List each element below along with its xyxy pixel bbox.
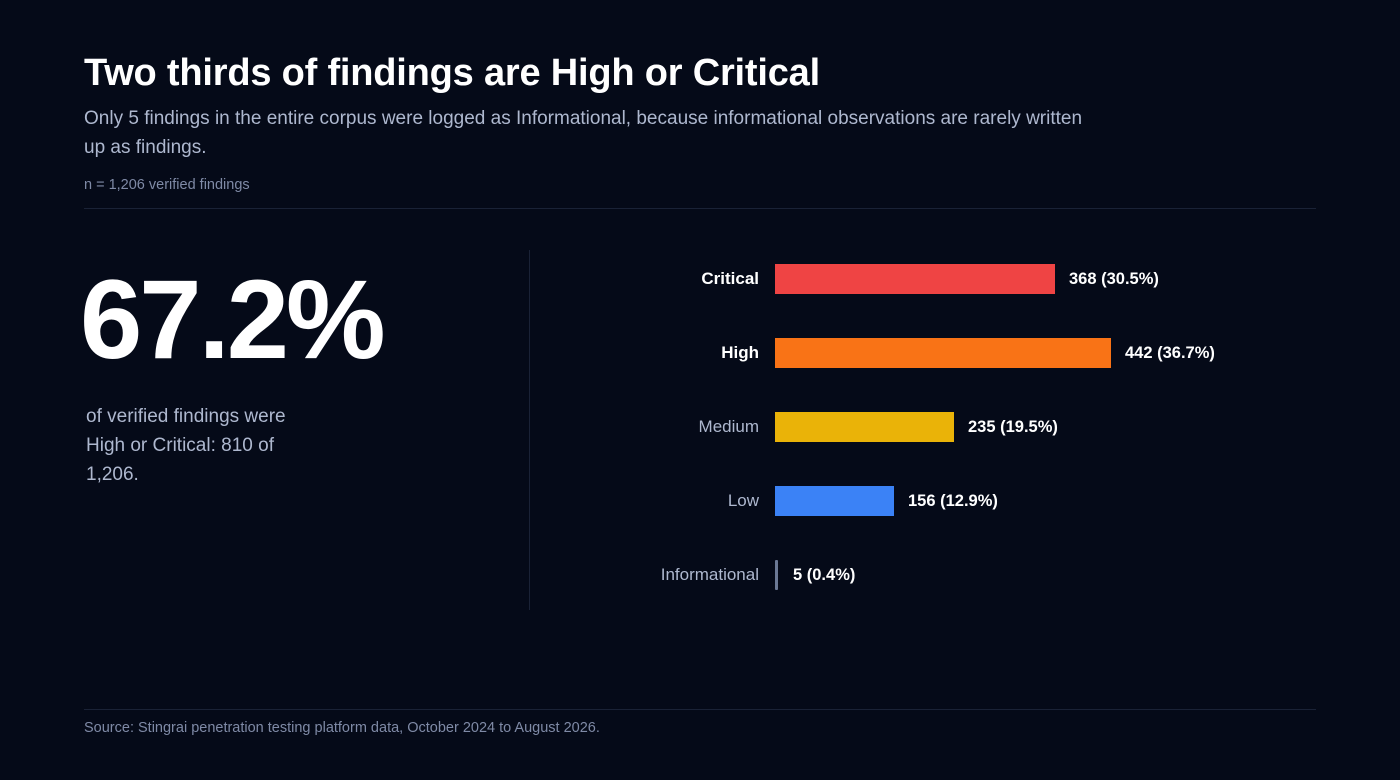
category-label: Low <box>727 491 759 510</box>
bar-row-low: Low 156 (12.9%) <box>560 485 1320 517</box>
value-label: 442 (36.7%) <box>1125 344 1215 362</box>
source-note: Source: Stingrai penetration testing pla… <box>84 720 600 736</box>
severity-bar-chart: Critical 368 (30.5%) High 442 (36.7%) Medium… <box>560 250 1320 610</box>
bar-low <box>775 486 894 516</box>
bar-row-informational: Informational 5 (0.4%) <box>560 559 1320 591</box>
bar-high <box>775 338 1111 368</box>
category-label: Critical <box>701 269 759 288</box>
bar-medium <box>775 412 954 442</box>
vertical-divider <box>529 250 530 610</box>
headline-stat-caption: of verified findings were High or Critic… <box>86 406 286 485</box>
bar-row-critical: Critical 368 (30.5%) <box>560 263 1320 295</box>
bar-row-high: High 442 (36.7%) <box>560 337 1320 369</box>
chart-title: Two thirds of findings are High or Criti… <box>84 52 820 94</box>
chart-subtitle: Only 5 findings in the entire corpus wer… <box>84 108 1083 158</box>
bar-informational <box>775 560 778 590</box>
category-label: Informational <box>660 565 759 584</box>
category-label: Medium <box>698 417 759 436</box>
sample-size-note: n = 1,206 verified findings <box>84 177 250 193</box>
headline-stat: 67.2% <box>80 257 386 382</box>
value-label: 156 (12.9%) <box>908 492 998 510</box>
value-label: 5 (0.4%) <box>793 566 856 584</box>
category-label: High <box>721 343 759 362</box>
header-divider <box>84 208 1316 209</box>
bar-row-medium: Medium 235 (19.5%) <box>560 411 1320 443</box>
footer-divider <box>84 709 1316 710</box>
bar-critical <box>775 264 1055 294</box>
value-label: 368 (30.5%) <box>1069 270 1159 288</box>
value-label: 235 (19.5%) <box>968 418 1058 436</box>
